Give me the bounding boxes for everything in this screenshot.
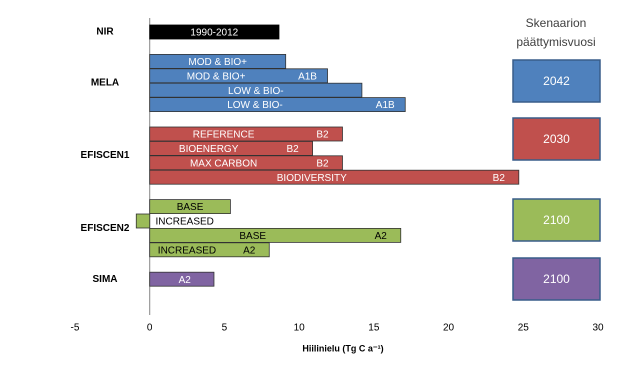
bar-scenario: A1B bbox=[376, 100, 395, 111]
end-year-box bbox=[512, 257, 601, 301]
x-tick-label: 15 bbox=[368, 323, 380, 334]
bar-label: INCREASED bbox=[158, 245, 216, 256]
bar-scenario: B2 bbox=[316, 158, 329, 169]
x-tick-label: 5 bbox=[222, 323, 228, 334]
bar-label: REFERENCE bbox=[193, 130, 255, 141]
bar-scenario: A2 bbox=[375, 231, 388, 242]
bar-label: BASE bbox=[239, 231, 266, 242]
bar-label: BIODIVERSITY bbox=[277, 173, 347, 184]
bar-scenario: A1B bbox=[298, 71, 317, 82]
bar bbox=[149, 82, 363, 98]
group-label: MELA bbox=[91, 78, 119, 89]
bar-scenario: B2 bbox=[316, 130, 329, 141]
bar-label: LOW & BIO- bbox=[228, 86, 284, 97]
group-label: SIMA bbox=[93, 274, 118, 285]
bar-label: MOD & BIO+ bbox=[188, 57, 247, 68]
bar bbox=[149, 97, 406, 112]
bar-label: INCREASED bbox=[156, 217, 214, 228]
end-year-box bbox=[512, 117, 601, 161]
bar-scenario: A2 bbox=[243, 245, 256, 256]
bar bbox=[149, 271, 215, 287]
group-label: EFISCEN1 bbox=[81, 150, 130, 161]
bar bbox=[135, 213, 151, 229]
x-axis-label: Hiilinielu (Tg C a⁻¹) bbox=[302, 343, 383, 353]
bar-label: BASE bbox=[177, 202, 204, 213]
bar bbox=[149, 227, 402, 243]
bar-scenario: B2 bbox=[493, 173, 506, 184]
bar bbox=[149, 169, 520, 185]
end-year: 2100 bbox=[543, 272, 570, 286]
end-year-box bbox=[512, 198, 601, 242]
x-tick-label: 10 bbox=[294, 323, 306, 334]
bar bbox=[149, 24, 280, 40]
x-tick-label: 30 bbox=[592, 323, 604, 334]
x-tick-label: -5 bbox=[71, 323, 80, 334]
bar bbox=[149, 140, 313, 156]
group-label: NIR bbox=[96, 27, 114, 38]
bar bbox=[149, 242, 270, 258]
bar-label: MAX CARBON bbox=[190, 158, 257, 169]
end-year-title: Skenaarion bbox=[526, 16, 587, 30]
end-year: 2100 bbox=[543, 213, 570, 227]
bar-scenario: B2 bbox=[286, 144, 299, 155]
group-label: EFISCEN2 bbox=[81, 223, 130, 234]
bar-label: BIOENERGY bbox=[179, 144, 239, 155]
bar bbox=[149, 199, 231, 215]
end-year: 2042 bbox=[543, 74, 570, 88]
x-tick-label: 0 bbox=[147, 323, 153, 334]
bar-label: MOD & BIO+ bbox=[187, 71, 246, 82]
bar-label: LOW & BIO- bbox=[227, 100, 283, 111]
bar bbox=[149, 54, 287, 69]
x-tick-label: 20 bbox=[443, 323, 455, 334]
end-year: 2030 bbox=[543, 132, 570, 146]
x-tick-label: 25 bbox=[518, 323, 530, 334]
bar-label: 1990-2012 bbox=[190, 28, 238, 39]
end-year-title: päättymisvuosi bbox=[516, 35, 595, 49]
end-year-box bbox=[512, 59, 601, 103]
bar-label: A2 bbox=[179, 275, 192, 286]
